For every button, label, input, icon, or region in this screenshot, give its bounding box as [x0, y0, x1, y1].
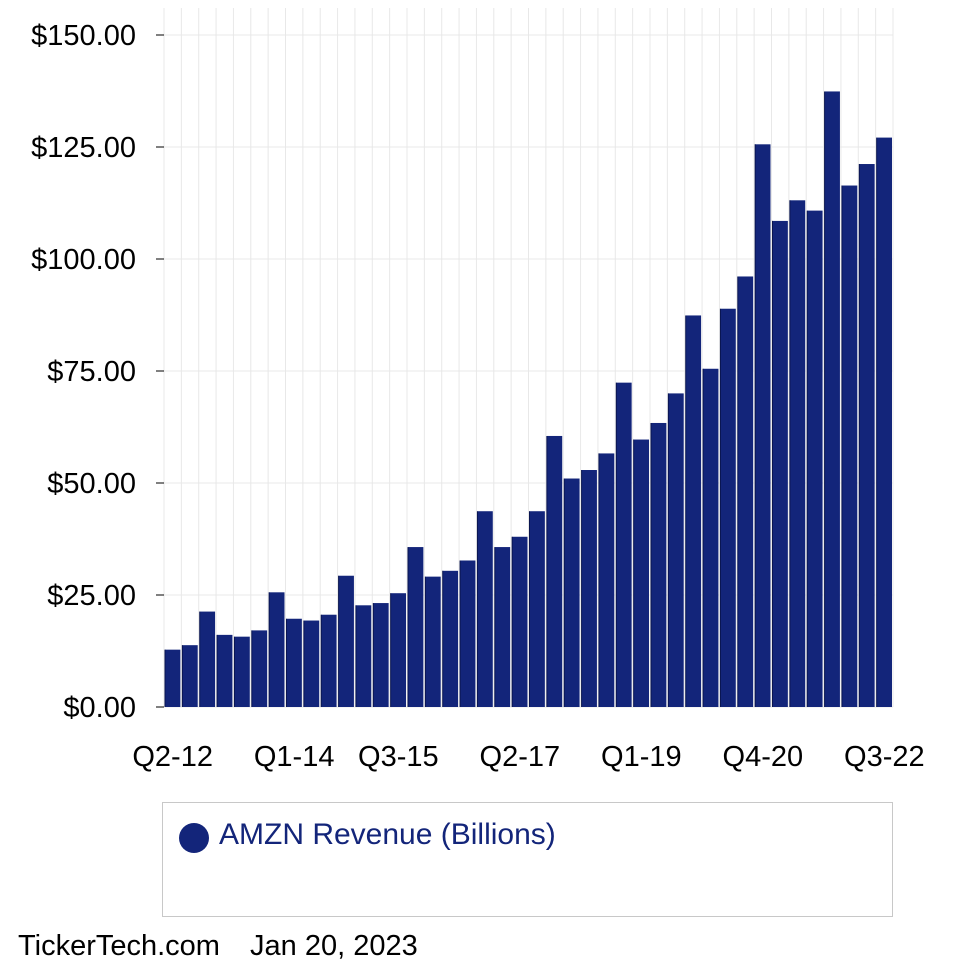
y-tick-label: $125.00 [31, 132, 136, 164]
revenue-bar [755, 144, 771, 707]
revenue-bar [824, 91, 840, 707]
revenue-bar [477, 511, 493, 707]
revenue-bar [789, 200, 806, 707]
y-tick-label: $75.00 [47, 356, 136, 388]
revenue-bar [338, 575, 354, 707]
revenue-bar [251, 630, 268, 707]
revenue-bar [303, 620, 320, 707]
revenue-bar [494, 547, 511, 707]
legend-series-label: AMZN Revenue (Billions) [219, 818, 556, 851]
revenue-bar [876, 137, 892, 708]
x-tick-label: Q2-12 [132, 741, 213, 773]
y-tick-label: $0.00 [63, 692, 136, 724]
revenue-bar [633, 439, 649, 707]
grid-lines [163, 8, 894, 708]
y-tick-label: $50.00 [47, 468, 136, 500]
revenue-bar [425, 576, 441, 707]
x-tick-label: Q1-19 [601, 741, 682, 773]
x-axis-ticks: Q2-12 Q1-14 Q3-15 Q2-17 Q1-19 Q4-20 Q3-22 [132, 741, 924, 773]
revenue-bar [355, 605, 372, 707]
revenue-bar [772, 220, 788, 708]
revenue-bar [373, 603, 389, 707]
revenue-bar [703, 368, 719, 707]
revenue-bar [668, 393, 684, 707]
revenue-bar [685, 315, 702, 707]
revenue-bar [598, 453, 615, 707]
revenue-bar [269, 592, 285, 707]
y-axis-ticks: $0.00 $25.00 $50.00 $75.00 $100.00 $125.00 $15… [31, 20, 164, 724]
chart-legend: AMZN Revenue (Billions) [162, 802, 893, 917]
revenue-bar [460, 560, 476, 707]
revenue-bar [512, 536, 528, 707]
revenue-bar [217, 634, 233, 707]
y-tick-label: $25.00 [47, 580, 136, 612]
revenue-bar [737, 276, 754, 707]
y-tick-label: $150.00 [31, 20, 136, 52]
revenue-bar [286, 618, 302, 707]
revenue-bar-chart: $0.00 $25.00 $50.00 $75.00 $100.00 $125.00 $15… [31, 8, 925, 773]
revenue-bar [165, 649, 181, 707]
x-tick-label: Q3-15 [358, 741, 439, 773]
revenue-bar [390, 593, 406, 707]
revenue-bar [841, 185, 858, 707]
x-tick-label: Q1-14 [254, 741, 335, 773]
revenue-bar [529, 511, 545, 707]
revenue-bar [616, 382, 632, 707]
revenue-bar [321, 614, 337, 707]
bar-series [164, 91, 892, 708]
legend-series-marker [179, 823, 209, 853]
chart-date: Jan 20, 2023 [250, 930, 418, 962]
x-tick-label: Q3-22 [844, 741, 925, 773]
revenue-bar [564, 478, 580, 707]
revenue-bar [651, 422, 667, 707]
revenue-bar [807, 210, 823, 707]
revenue-bar [234, 636, 250, 707]
revenue-bar [546, 435, 563, 707]
revenue-bar [182, 645, 198, 707]
revenue-bar [859, 164, 875, 708]
x-tick-label: Q4-20 [723, 741, 804, 773]
chart-footer: TickerTech.com Jan 20, 2023 [18, 930, 440, 963]
source-credit[interactable]: TickerTech.com [18, 930, 220, 962]
revenue-bar [408, 547, 424, 707]
revenue-bar [442, 570, 459, 707]
x-tick-label: Q2-17 [480, 741, 561, 773]
revenue-bar [199, 611, 216, 707]
revenue-bar [581, 470, 597, 707]
revenue-bar [720, 308, 736, 707]
y-tick-label: $100.00 [31, 244, 136, 276]
